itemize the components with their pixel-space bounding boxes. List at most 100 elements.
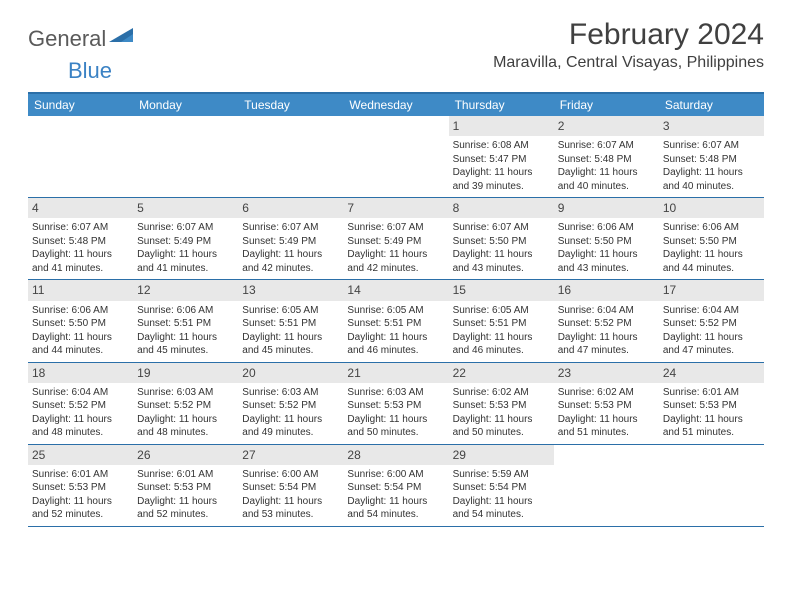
day-cell: 7Sunrise: 6:07 AMSunset: 5:49 PMDaylight… [343,198,448,279]
day-text: Sunrise: 6:06 AMSunset: 5:50 PMDaylight:… [558,221,655,275]
day-number: 12 [133,280,238,300]
sunrise-line: Sunrise: 6:08 AM [453,139,550,153]
daylight-line-b: and 42 minutes. [347,262,444,276]
daylight-line-a: Daylight: 11 hours [558,331,655,345]
day-cell [238,116,343,197]
day-cell [659,445,764,526]
daylight-line-b: and 51 minutes. [663,426,760,440]
daylight-line-b: and 45 minutes. [137,344,234,358]
day-text: Sunrise: 6:01 AMSunset: 5:53 PMDaylight:… [137,468,234,522]
day-number: 15 [449,280,554,300]
day-number: 19 [133,363,238,383]
sunrise-line: Sunrise: 6:07 AM [453,221,550,235]
day-number: 1 [449,116,554,136]
day-cell: 29Sunrise: 5:59 AMSunset: 5:54 PMDayligh… [449,445,554,526]
day-cell: 21Sunrise: 6:03 AMSunset: 5:53 PMDayligh… [343,363,448,444]
logo-text-general: General [28,26,106,52]
daylight-line-b: and 50 minutes. [453,426,550,440]
day-text: Sunrise: 6:02 AMSunset: 5:53 PMDaylight:… [558,386,655,440]
day-cell: 18 Sunrise: 6:04 AMSunset: 5:52 PMDayligh… [28,363,133,444]
empty-day [659,445,764,463]
daylight-line-a: Daylight: 11 hours [137,413,234,427]
day-cell: 2 Sunrise: 6:07 AMSunset: 5:48 PMDaylight… [554,116,659,197]
daylight-line-a: Daylight: 11 hours [32,331,129,345]
day-cell: 19Sunrise: 6:03 AMSunset: 5:52 PMDayligh… [133,363,238,444]
sunrise-line: Sunrise: 6:00 AM [347,468,444,482]
day-number: 20 [238,363,343,383]
day-text: Sunrise: 6:00 AMSunset: 5:54 PMDaylight:… [347,468,444,522]
day-header-row: Sunday Monday Tuesday Wednesday Thursday… [28,94,764,116]
daylight-line-b: and 40 minutes. [663,180,760,194]
daylight-line-a: Daylight: 11 hours [32,248,129,262]
daylight-line-a: Daylight: 11 hours [242,495,339,509]
sunrise-line: Sunrise: 6:07 AM [32,221,129,235]
day-cell: 22Sunrise: 6:02 AMSunset: 5:53 PMDayligh… [449,363,554,444]
day-text: Sunrise: 6:00 AMSunset: 5:54 PMDaylight:… [242,468,339,522]
daylight-line-a: Daylight: 11 hours [137,331,234,345]
day-cell: 5Sunrise: 6:07 AMSunset: 5:49 PMDaylight… [133,198,238,279]
day-cell: 9Sunrise: 6:06 AMSunset: 5:50 PMDaylight… [554,198,659,279]
logo-triangle-icon [109,26,133,47]
sunrise-line: Sunrise: 6:07 AM [663,139,760,153]
day-header-thu: Thursday [449,94,554,116]
day-number: 27 [238,445,343,465]
day-number: 6 [238,198,343,218]
sunset-line: Sunset: 5:47 PM [453,153,550,167]
day-text: Sunrise: 6:05 AMSunset: 5:51 PMDaylight:… [242,304,339,358]
daylight-line-a: Daylight: 11 hours [347,495,444,509]
week-row: 1Sunrise: 6:08 AMSunset: 5:47 PMDaylight… [28,116,764,198]
day-cell [28,116,133,197]
weeks-container: 1 Sunrise: 6:08 AMSunset: 5:47 PM Daylight… [28,116,764,527]
daylight-line-a: Daylight: 11 hours [453,495,550,509]
day-header-wed: Wednesday [343,94,448,116]
sunset-line: Sunset: 5:51 PM [137,317,234,331]
sunset-line: Sunset: 5:51 PM [242,317,339,331]
location-text: Maravilla, Central Visayas, Philippines [493,54,764,72]
week-row: 4Sunrise: 6:07 AMSunset: 5:48 PMDaylight… [28,198,764,280]
day-text: Sunrise: 6:04 AMSunset: 5:52 PMDaylight:… [32,386,129,440]
day-number: 18 [28,363,133,383]
day-header-tue: Tuesday [238,94,343,116]
sunset-line: Sunset: 5:50 PM [663,235,760,249]
sunrise-line: Sunrise: 6:06 AM [663,221,760,235]
day-text: Sunrise: 6:06 AMSunset: 5:50 PMDaylight:… [32,304,129,358]
day-number: 14 [343,280,448,300]
daylight-line-b: and 46 minutes. [453,344,550,358]
sunrise-line: Sunrise: 6:06 AM [137,304,234,318]
sunset-line: Sunset: 5:53 PM [453,399,550,413]
day-text: Sunrise: 6:01 AMSunset: 5:53 PMDaylight:… [663,386,760,440]
daylight-line-b: and 44 minutes. [663,262,760,276]
sunrise-line: Sunrise: 6:04 AM [558,304,655,318]
daylight-line-b: and 54 minutes. [453,508,550,522]
day-number: 2 [554,116,659,136]
day-number: 26 [133,445,238,465]
daylight-line-b: and 47 minutes. [663,344,760,358]
daylight-line-b: and 39 minutes. [453,180,550,194]
sunset-line: Sunset: 5:53 PM [558,399,655,413]
day-number: 22 [449,363,554,383]
day-text: Sunrise: 6:07 AMSunset: 5:48 PMDaylight:… [558,139,655,193]
day-cell: 8Sunrise: 6:07 AMSunset: 5:50 PMDaylight… [449,198,554,279]
sunset-line: Sunset: 5:51 PM [347,317,444,331]
day-number: 28 [343,445,448,465]
daylight-line-a: Daylight: 11 hours [663,331,760,345]
sunset-line: Sunset: 5:52 PM [242,399,339,413]
daylight-line-b: and 41 minutes. [32,262,129,276]
day-text: Sunrise: 6:06 AMSunset: 5:50 PMDaylight:… [663,221,760,275]
daylight-line-b: and 42 minutes. [242,262,339,276]
sunset-line: Sunset: 5:50 PM [558,235,655,249]
day-text: Sunrise: 6:04 AMSunset: 5:52 PMDaylight:… [663,304,760,358]
sunrise-line: Sunrise: 6:00 AM [242,468,339,482]
day-cell: 10Sunrise: 6:06 AMSunset: 5:50 PMDayligh… [659,198,764,279]
logo-text-blue: Blue [68,58,112,83]
daylight-line-a: Daylight: 11 hours [453,331,550,345]
sunset-line: Sunset: 5:49 PM [137,235,234,249]
day-cell: 27 Sunrise: 6:00 AMSunset: 5:54 PMDayligh… [238,445,343,526]
logo: General [28,26,133,52]
daylight-line-a: Daylight: 11 hours [242,248,339,262]
week-row: 11Sunrise: 6:06 AMSunset: 5:50 PMDayligh… [28,280,764,362]
daylight-line-a: Daylight: 11 hours [663,413,760,427]
week-row: 18 Sunrise: 6:04 AMSunset: 5:52 PMDayligh… [28,363,764,445]
sunset-line: Sunset: 5:54 PM [453,481,550,495]
day-text: Sunrise: 5:59 AMSunset: 5:54 PMDaylight:… [453,468,550,522]
